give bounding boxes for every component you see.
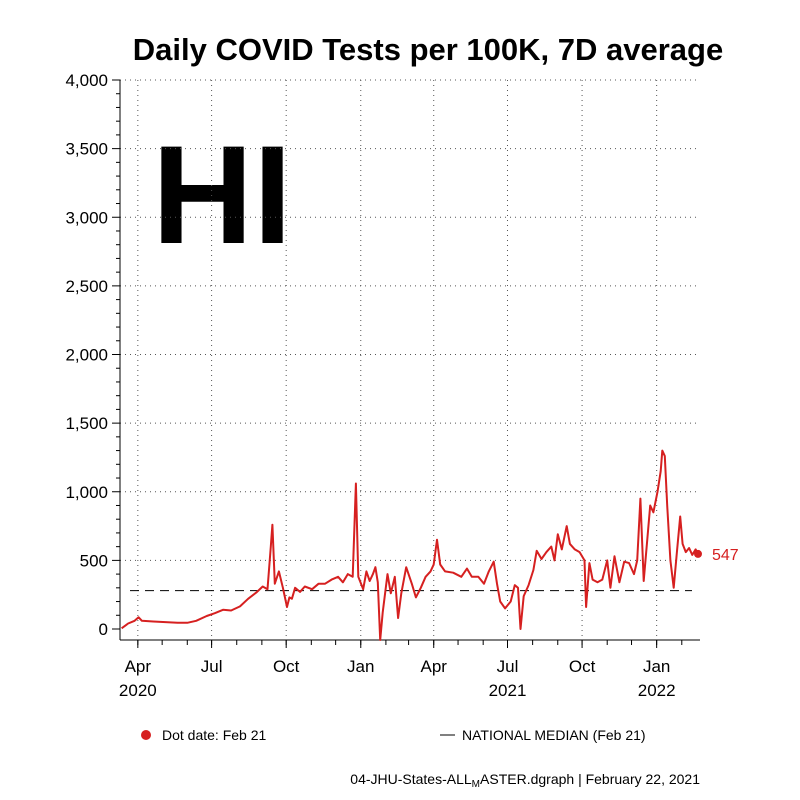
- legend: Dot date: Feb 21 NATIONAL MEDIAN (Feb 21…: [141, 727, 646, 743]
- x-tick-label: Jan: [347, 657, 374, 676]
- x-axis-ticks: Apr 2020 Jul Oct Jan Apr Jul 2021 Oct Jan 2022: [119, 640, 683, 700]
- y-tick-label: 0: [99, 620, 108, 639]
- x-tick-label: Oct: [569, 657, 596, 676]
- legend-dot-label: Dot date: Feb 21: [162, 727, 267, 743]
- x-year-label: 2020: [119, 681, 157, 700]
- x-tick-label: Oct: [273, 657, 300, 676]
- y-tick-label: 4,000: [65, 71, 108, 90]
- x-year-label: 2021: [489, 681, 527, 700]
- x-tick-label: Jan: [643, 657, 670, 676]
- state-label: HI: [152, 116, 292, 273]
- y-tick-label: 3,500: [65, 140, 108, 159]
- end-dot: [694, 549, 702, 558]
- series-line-hi: [121, 449, 699, 641]
- x-tick-label: Jul: [201, 657, 223, 676]
- y-tick-label: 1,000: [65, 483, 108, 502]
- legend-dot-marker: [141, 730, 151, 740]
- end-value-label: 547: [712, 547, 739, 564]
- grid: [120, 79, 700, 640]
- legend-line-label: NATIONAL MEDIAN (Feb 21): [462, 727, 646, 743]
- y-tick-label: 1,500: [65, 414, 108, 433]
- y-tick-label: 3,000: [65, 208, 108, 227]
- x-tick-label: Apr: [420, 657, 447, 676]
- x-year-label: 2022: [638, 681, 676, 700]
- chart-title: Daily COVID Tests per 100K, 7D average: [133, 32, 723, 67]
- x-tick-label: Apr: [125, 657, 152, 676]
- footer-source: 04-JHU-States-ALLMASTER.dgraph | Februar…: [350, 771, 700, 790]
- y-tick-label: 500: [80, 551, 108, 570]
- x-tick-label: Jul: [497, 657, 519, 676]
- y-tick-label: 2,500: [65, 277, 108, 296]
- y-axis-ticks: 0 500 1,000 1,500 2,000 2,500 3,000 3,500 4,000: [65, 71, 120, 639]
- y-tick-label: 2,000: [65, 346, 108, 365]
